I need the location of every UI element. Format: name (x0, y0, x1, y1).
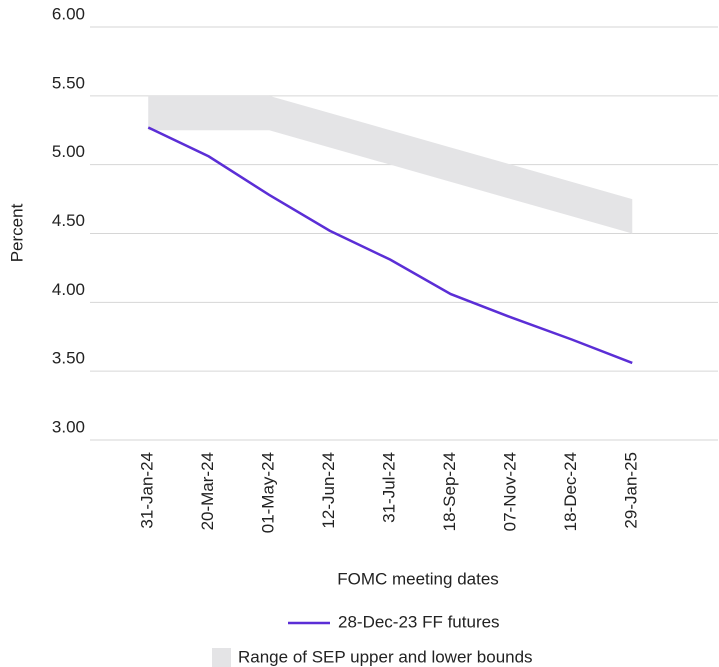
x-tick-label: 18-Sep-24 (440, 452, 459, 531)
x-tick-label: 12-Jun-24 (319, 452, 338, 529)
x-tick-label: 01-May-24 (259, 452, 278, 533)
x-tick-label: 07-Nov-24 (501, 452, 520, 531)
legend-label: Range of SEP upper and lower bounds (238, 647, 533, 666)
y-tick-label: 3.00 (52, 417, 85, 436)
y-tick-label: 4.50 (52, 211, 85, 230)
y-axis-title: Percent (7, 203, 26, 262)
legend-swatch (212, 648, 231, 667)
x-tick-label: 18-Dec-24 (561, 452, 580, 531)
y-tick-label: 5.00 (52, 142, 85, 161)
y-tick-label: 6.00 (52, 4, 85, 23)
legend-label: 28-Dec-23 FF futures (338, 612, 500, 631)
range-band (148, 95, 633, 234)
y-tick-label: 5.50 (52, 73, 85, 92)
x-tick-label: 20-Mar-24 (198, 452, 217, 530)
x-axis-title: FOMC meeting dates (337, 569, 499, 588)
x-tick-label: 31-Jan-24 (138, 452, 157, 529)
x-tick-label: 31-Jul-24 (380, 452, 399, 523)
y-tick-label: 3.50 (52, 349, 85, 368)
x-tick-label: 29-Jan-25 (622, 452, 641, 529)
line-series (147, 126, 633, 365)
y-tick-label: 4.00 (52, 280, 85, 299)
